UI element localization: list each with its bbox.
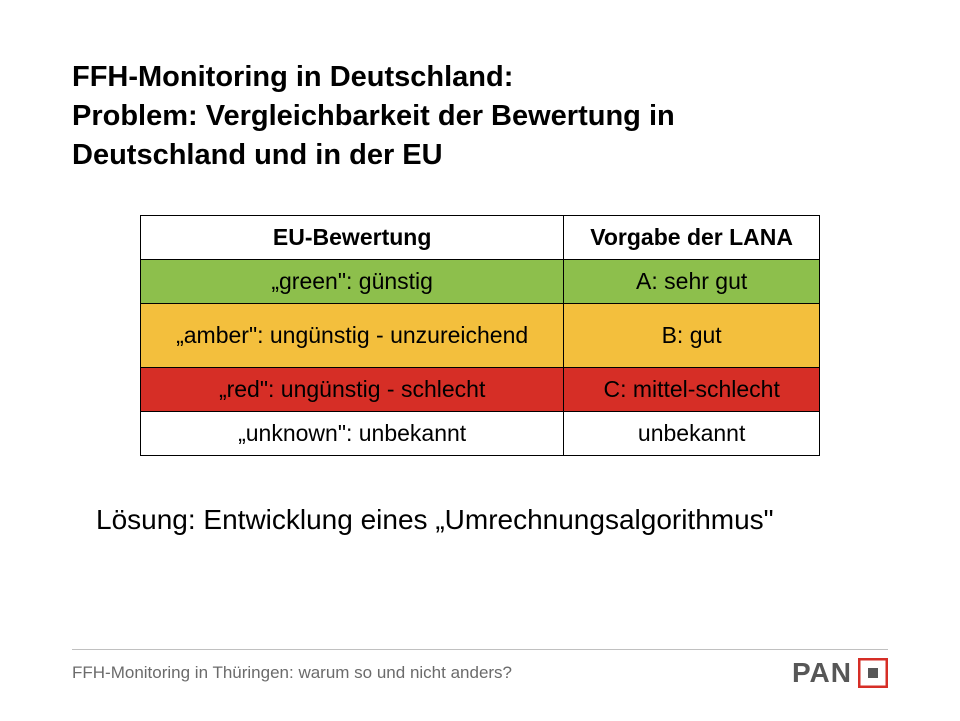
cell-eu-unknown: „unknown": unbekannt xyxy=(141,412,564,456)
solution-text: Lösung: Entwicklung eines „Umrechnungsal… xyxy=(72,504,888,536)
header-lana: Vorgabe der LANA xyxy=(564,216,820,260)
footer-divider xyxy=(72,649,888,650)
table-row: „green": günstig A: sehr gut xyxy=(141,260,820,304)
slide-content: FFH-Monitoring in Deutschland: Problem: … xyxy=(0,0,960,536)
cell-lana-amber: B: gut xyxy=(564,304,820,368)
slide-footer: FFH-Monitoring in Thüringen: warum so un… xyxy=(0,657,960,689)
table-row: „red": ungünstig - schlecht C: mittel-sc… xyxy=(141,368,820,412)
cell-eu-green: „green": günstig xyxy=(141,260,564,304)
header-eu: EU-Bewertung xyxy=(141,216,564,260)
title-line-2: Problem: Vergleichbarkeit der Bewertung … xyxy=(72,97,888,136)
comparison-table: EU-Bewertung Vorgabe der LANA „green": g… xyxy=(140,215,820,456)
cell-eu-red: „red": ungünstig - schlecht xyxy=(141,368,564,412)
logo-mark-icon xyxy=(858,658,888,688)
pan-logo: PAN xyxy=(792,657,888,689)
table-row: „amber": ungünstig - unzureichend B: gut xyxy=(141,304,820,368)
comparison-table-wrap: EU-Bewertung Vorgabe der LANA „green": g… xyxy=(72,215,888,456)
logo-text: PAN xyxy=(792,657,852,689)
footer-caption: FFH-Monitoring in Thüringen: warum so un… xyxy=(72,663,512,683)
cell-lana-green: A: sehr gut xyxy=(564,260,820,304)
title-line-1: FFH-Monitoring in Deutschland: xyxy=(72,58,888,97)
table-row: „unknown": unbekannt unbekannt xyxy=(141,412,820,456)
cell-lana-red: C: mittel-schlecht xyxy=(564,368,820,412)
title-line-3: Deutschland und in der EU xyxy=(72,136,888,175)
table-header-row: EU-Bewertung Vorgabe der LANA xyxy=(141,216,820,260)
cell-lana-unknown: unbekannt xyxy=(564,412,820,456)
cell-eu-amber: „amber": ungünstig - unzureichend xyxy=(141,304,564,368)
title-block: FFH-Monitoring in Deutschland: Problem: … xyxy=(72,58,888,175)
